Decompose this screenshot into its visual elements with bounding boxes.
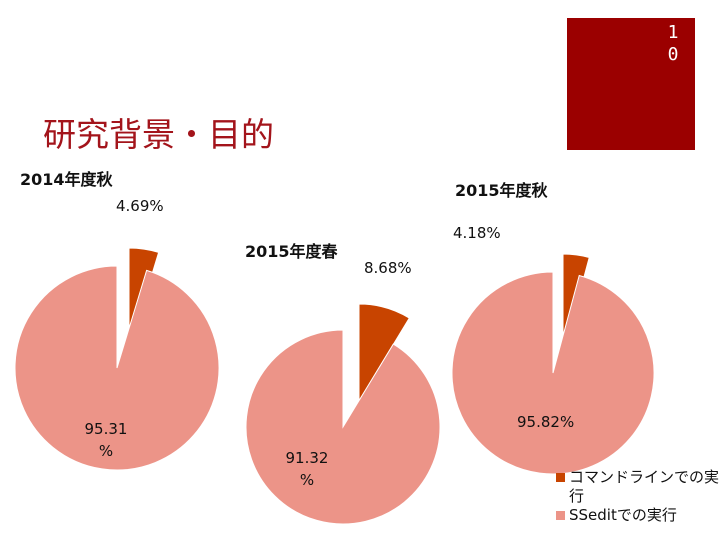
legend-item-cmd: コマンドラインでの実行 bbox=[556, 468, 719, 506]
legend-swatch-ssedit bbox=[556, 511, 565, 520]
legend-label-cmd: コマンドラインでの実行 bbox=[569, 468, 720, 505]
pie-slice-2015-spring-ssedit bbox=[245, 329, 441, 525]
legend: コマンドラインでの実行 SSeditでの実行 bbox=[556, 468, 719, 525]
chart-title-2015-spring: 2015年度春 bbox=[245, 242, 338, 261]
legend-label-ssedit: SSeditでの実行 bbox=[569, 506, 677, 524]
slide-number: 10 bbox=[667, 22, 679, 65]
label-2014-cmd: 4.69% bbox=[116, 197, 164, 215]
chart-title-2014-autumn: 2014年度秋 bbox=[20, 170, 113, 189]
label-2015-autumn-cmd: 4.18% bbox=[453, 224, 501, 242]
pie-slice-2014-ssedit bbox=[14, 265, 220, 471]
pie-slice-2015-spring-cmd bbox=[358, 303, 411, 403]
pie-slice-2015-autumn-ssedit bbox=[451, 271, 655, 475]
legend-swatch-cmd bbox=[556, 473, 565, 482]
slide-title: 研究背景・目的 bbox=[43, 115, 274, 154]
label-2015-autumn-ssedit: 95.82% bbox=[517, 413, 575, 431]
label-2015-spring-cmd: 8.68% bbox=[364, 259, 412, 277]
legend-item-ssedit: SSeditでの実行 bbox=[556, 506, 719, 525]
slide-number-box: 10 bbox=[567, 18, 695, 150]
label-2015-spring-ssedit: 91.32 % bbox=[285, 449, 329, 489]
chart-title-2015-autumn: 2015年度秋 bbox=[455, 181, 548, 200]
label-2014-ssedit: 95.31 % bbox=[84, 420, 128, 460]
